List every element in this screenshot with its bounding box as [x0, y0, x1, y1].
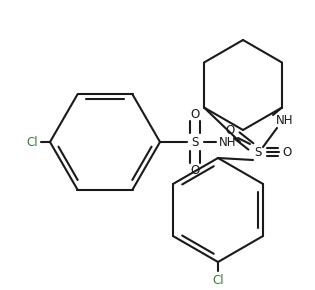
Text: O: O	[282, 146, 292, 159]
Text: O: O	[190, 164, 200, 177]
Text: Cl: Cl	[212, 273, 224, 287]
Text: O: O	[225, 124, 235, 137]
Text: O: O	[190, 108, 200, 121]
Text: S: S	[254, 146, 262, 159]
Text: NH: NH	[276, 113, 294, 126]
Text: NH: NH	[219, 135, 237, 148]
Text: S: S	[191, 135, 199, 148]
Text: Cl: Cl	[26, 135, 38, 148]
